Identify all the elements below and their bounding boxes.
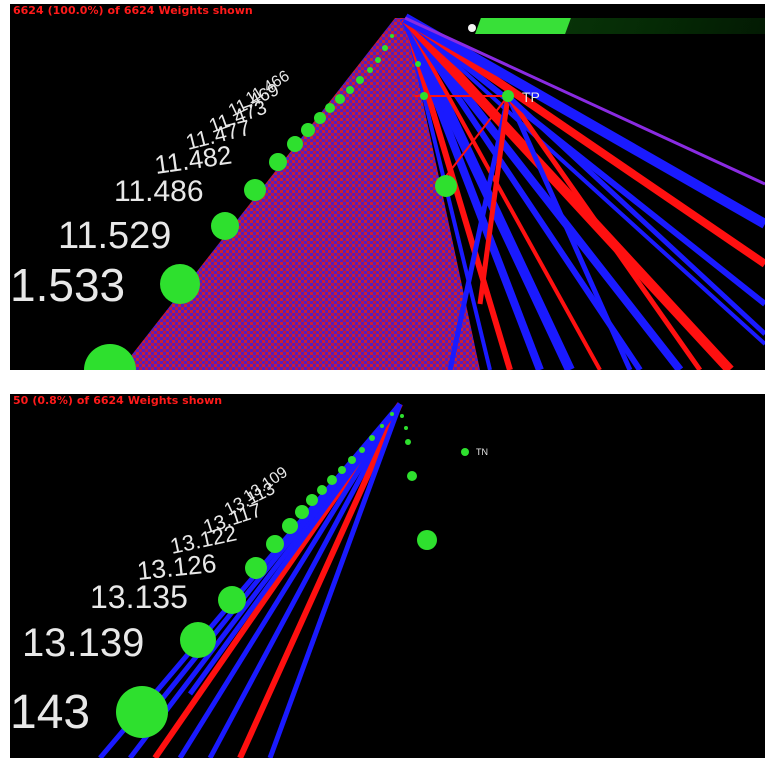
weight-line xyxy=(439,95,509,185)
axis-label: 11.486 xyxy=(114,175,204,208)
weight-line xyxy=(403,16,765,346)
input-node xyxy=(367,67,373,73)
weight-line xyxy=(177,402,403,758)
input-node xyxy=(211,212,239,240)
weights-shown-count: 50 xyxy=(13,394,29,407)
axis-label: 11.529 xyxy=(58,215,171,257)
weight-line xyxy=(477,95,511,305)
input-node xyxy=(244,179,266,201)
weight-line xyxy=(267,403,403,758)
input-node xyxy=(84,344,136,370)
weight-band xyxy=(120,18,480,370)
weight-line xyxy=(402,13,765,229)
weight-line xyxy=(402,14,765,268)
input-node xyxy=(359,447,365,453)
weight-line xyxy=(447,95,511,370)
network-view-top[interactable]: 1.533 11.529 11.486 11.482 11.477 11.473… xyxy=(10,4,765,370)
weights-of-label: of xyxy=(107,4,120,17)
hidden-node xyxy=(407,471,417,481)
input-nodes xyxy=(84,34,514,370)
input-node xyxy=(348,456,356,464)
input-node xyxy=(382,45,388,51)
hidden-node xyxy=(435,175,457,197)
input-node xyxy=(314,112,326,124)
output-node-label: TN xyxy=(476,447,488,457)
input-node xyxy=(180,622,216,658)
hidden-node xyxy=(415,61,421,67)
input-node xyxy=(269,153,287,171)
weights-status: 6624 (100.0%) of 6624 Weights shown xyxy=(13,4,257,17)
input-node xyxy=(338,466,346,474)
axis-label: 1.533 xyxy=(10,259,125,311)
weight-line xyxy=(402,16,643,370)
hidden-node xyxy=(417,530,437,550)
axis-label: 13.139 xyxy=(22,621,144,665)
input-node xyxy=(390,412,394,416)
output-node-tn xyxy=(461,448,469,456)
weight-line xyxy=(207,402,403,758)
weight-line xyxy=(505,94,703,370)
weights-shown-label: Weights shown xyxy=(127,394,223,407)
weight-line xyxy=(401,14,734,370)
weights-status: 50 (0.8%) of 6624 Weights shown xyxy=(13,394,226,407)
weight-line xyxy=(505,94,633,370)
slider-fill xyxy=(475,18,571,34)
weight-line xyxy=(401,15,684,370)
weights-shown-label: Weights shown xyxy=(158,4,253,17)
weight-line xyxy=(187,402,403,696)
network-canvas-bottom[interactable]: 143 13.139 13.135 13.126 13.122 13.117 1… xyxy=(10,394,765,758)
hidden-node xyxy=(404,426,408,430)
input-node xyxy=(375,57,381,63)
input-node xyxy=(218,586,246,614)
input-node xyxy=(325,103,335,113)
weight-lines-right xyxy=(400,13,765,370)
input-node xyxy=(306,494,318,506)
output-node-label: TP xyxy=(522,89,540,105)
input-node xyxy=(390,34,394,38)
hidden-node xyxy=(405,439,411,445)
weight-line xyxy=(403,15,765,307)
input-node xyxy=(116,686,168,738)
axis-label: 13.135 xyxy=(90,579,188,615)
input-node xyxy=(335,94,345,104)
input-node xyxy=(346,86,354,94)
weight-line xyxy=(237,402,403,758)
weight-line xyxy=(506,94,765,336)
input-node xyxy=(356,76,364,84)
weights-total-count: 6624 xyxy=(123,4,155,17)
weight-line xyxy=(402,17,513,370)
input-node xyxy=(287,136,303,152)
weight-threshold-slider[interactable] xyxy=(468,18,765,34)
hidden-node xyxy=(420,92,428,100)
input-node xyxy=(295,505,309,519)
input-node xyxy=(380,424,384,428)
input-nodes xyxy=(116,412,469,738)
input-node xyxy=(369,435,375,441)
input-node xyxy=(160,264,200,304)
weights-of-label: of xyxy=(76,394,90,407)
weight-line xyxy=(403,17,602,370)
weights-shown-percent: (0.8%) xyxy=(32,394,73,407)
input-node xyxy=(245,557,267,579)
weights-shown-percent: (100.0%) xyxy=(47,4,104,17)
slider-handle[interactable] xyxy=(468,24,476,32)
weight-line xyxy=(404,16,765,186)
weights-shown-count: 6624 xyxy=(13,4,44,17)
weights-total-count: 6624 xyxy=(93,394,124,407)
input-node xyxy=(301,123,315,137)
hidden-node xyxy=(400,414,404,418)
weight-line xyxy=(148,402,402,716)
input-node xyxy=(327,475,337,485)
network-view-bottom[interactable]: 143 13.139 13.135 13.126 13.122 13.117 1… xyxy=(10,394,765,758)
network-canvas-top[interactable]: 1.533 11.529 11.486 11.482 11.477 11.473… xyxy=(10,4,765,370)
input-node xyxy=(266,535,284,553)
output-node-tp xyxy=(502,90,514,102)
input-node xyxy=(317,485,327,495)
input-node xyxy=(282,518,298,534)
axis-label: 143 xyxy=(10,686,90,739)
